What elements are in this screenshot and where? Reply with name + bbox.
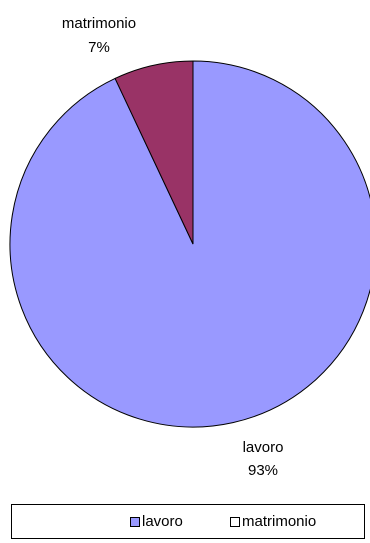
legend-swatch-matrimonio xyxy=(230,517,240,527)
legend-label-lavoro: lavoro xyxy=(142,513,183,530)
legend-item-lavoro: lavoro xyxy=(130,514,183,530)
slice-label-matrimonio: matrimonio xyxy=(62,15,136,32)
legend-item-matrimonio: matrimonio xyxy=(230,514,316,530)
legend-label-matrimonio: matrimonio xyxy=(242,513,317,530)
legend-swatch-lavoro xyxy=(130,517,140,527)
pie-slices xyxy=(9,60,370,428)
chart-legend: lavoro matrimonio xyxy=(11,504,365,539)
slice-label-lavoro: lavoro xyxy=(243,439,284,456)
pie-slice-matrimonio xyxy=(114,60,194,245)
slice-percent-matrimonio: 7% xyxy=(88,39,110,56)
slice-percent-lavoro: 93% xyxy=(248,462,278,479)
pie-slice-lavoro xyxy=(9,60,370,428)
